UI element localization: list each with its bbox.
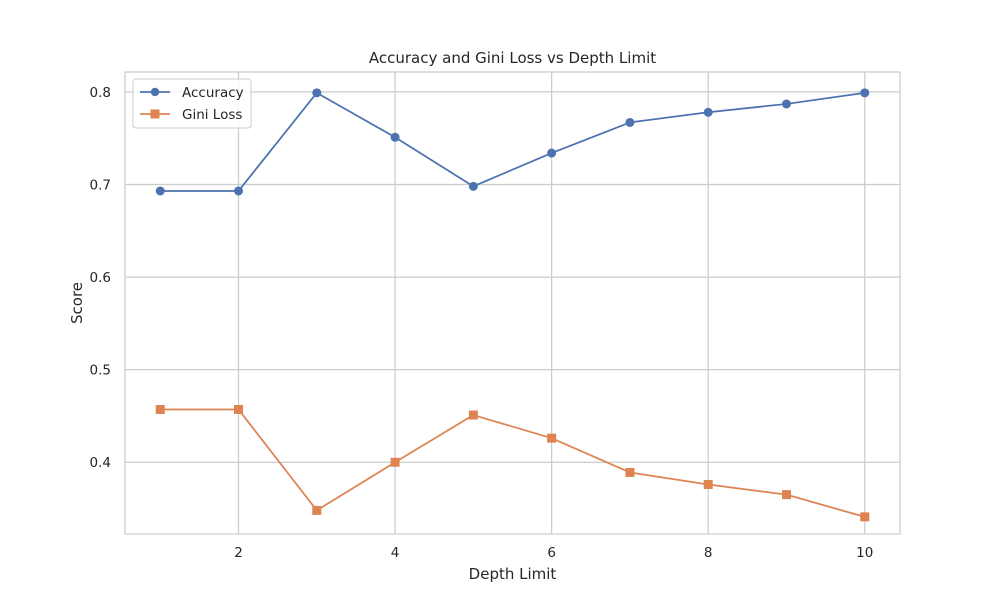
data-point-accuracy — [860, 88, 870, 98]
x-axis-label: Depth Limit — [469, 565, 557, 583]
data-point-gini-loss — [703, 479, 713, 489]
y-axis-label: Score — [68, 282, 86, 324]
legend-label-gini-loss: Gini Loss — [182, 107, 242, 123]
chart-title: Accuracy and Gini Loss vs Depth Limit — [369, 49, 656, 67]
legend-label-accuracy: Accuracy — [182, 85, 244, 101]
data-point-accuracy — [155, 186, 165, 196]
data-point-accuracy — [703, 107, 713, 117]
data-point-gini-loss — [390, 457, 400, 467]
data-point-accuracy — [625, 117, 635, 127]
x-tick-label: 10 — [856, 545, 873, 561]
x-tick-label: 8 — [704, 545, 713, 561]
data-point-gini-loss — [312, 505, 322, 515]
legend-marker-accuracy — [150, 87, 160, 97]
series — [155, 88, 870, 522]
data-point-accuracy — [547, 148, 557, 158]
y-tick-label: 0.8 — [90, 85, 111, 101]
data-point-accuracy — [468, 181, 478, 191]
data-point-gini-loss — [155, 404, 165, 414]
series-line-gini-loss — [160, 408, 866, 518]
data-point-gini-loss — [625, 467, 635, 477]
data-point-gini-loss — [234, 404, 244, 414]
legend: Accuracy Gini Loss — [132, 78, 252, 129]
y-tick-label: 0.5 — [90, 363, 111, 379]
series-accuracy — [155, 88, 870, 196]
legend-marker-gini-loss — [150, 109, 160, 119]
x-tick-label: 2 — [234, 545, 243, 561]
plot-area-frame — [124, 71, 901, 535]
data-point-accuracy — [312, 88, 322, 98]
x-tick-label: 6 — [547, 545, 556, 561]
data-point-gini-loss — [547, 433, 557, 443]
data-point-accuracy — [234, 186, 244, 196]
data-point-accuracy — [390, 132, 400, 142]
tick-labels: 2 4 6 8 10 0.4 0.5 0.6 0.7 0.8 — [90, 85, 874, 561]
x-tick-label: 4 — [391, 545, 400, 561]
data-point-gini-loss — [468, 410, 478, 420]
series-gini-loss — [155, 404, 870, 522]
data-point-gini-loss — [781, 490, 791, 500]
data-point-gini-loss — [860, 512, 870, 522]
y-tick-label: 0.4 — [90, 455, 111, 471]
y-tick-label: 0.7 — [90, 177, 111, 193]
y-tick-label: 0.6 — [90, 270, 111, 286]
data-point-accuracy — [781, 99, 791, 109]
series-line-accuracy — [160, 91, 865, 192]
